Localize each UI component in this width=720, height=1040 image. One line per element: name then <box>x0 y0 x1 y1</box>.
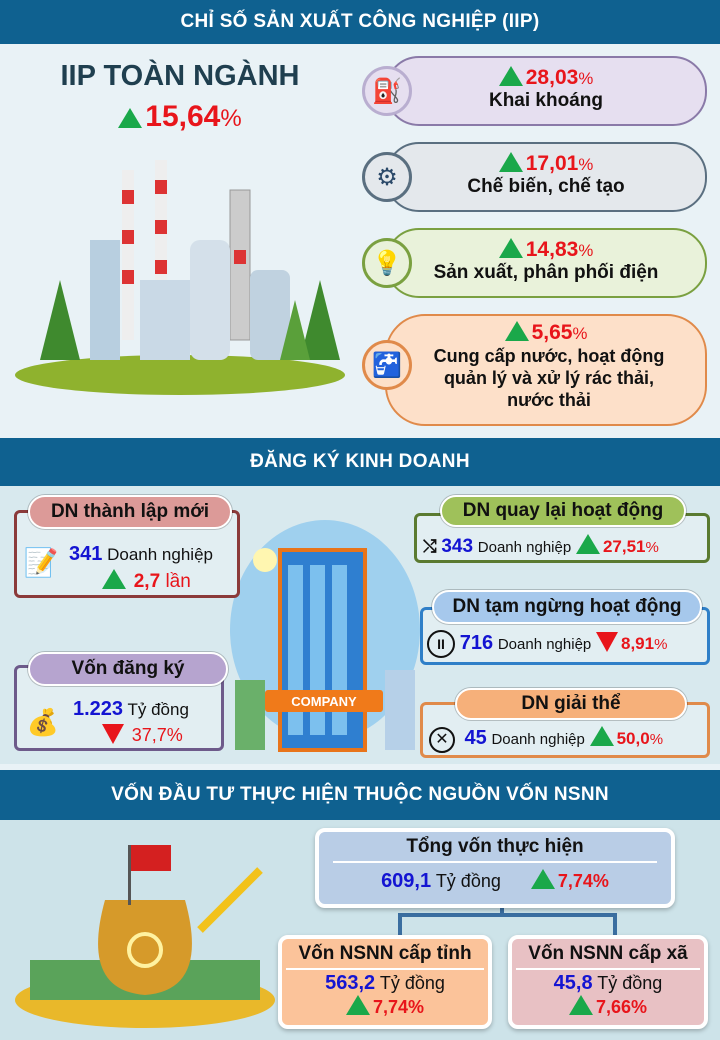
oil-pump-icon: ⛽ <box>362 66 412 116</box>
total-investment-card: Tổng vốn thực hiện 609,1 Tỷ đồng 7,74% <box>315 828 675 908</box>
province-investment-card: Vốn NSNN cấp tỉnh 563,2 Tỷ đồng 7,74% <box>278 935 492 1029</box>
suspended-business-title: DN tạm ngừng hoạt động <box>432 590 702 624</box>
iip-item-manufacturing: 17,01% Chế biến, chế tạo <box>385 142 707 212</box>
shuffle-icon: ⤭ <box>423 537 437 556</box>
factory-illustration <box>15 160 345 395</box>
investment-header: VỐN ĐẦU TƯ THỰC HIỆN THUỘC NGUỒN VỐN NSN… <box>0 770 720 820</box>
pause-icon: II <box>427 630 455 658</box>
iip-header: CHỈ SỐ SẢN XUẤT CÔNG NGHIỆP (IIP) <box>0 0 720 44</box>
wrench-gear-icon: ⚙ <box>362 152 412 202</box>
new-business-title: DN thành lập mới <box>28 495 232 529</box>
money-bag-illustration <box>15 845 275 1028</box>
coins-dollar-icon: 💰 <box>26 707 60 737</box>
iip-item-mining: 28,03% Khai khoáng <box>385 56 707 126</box>
water-tap-icon: 🚰 <box>362 340 412 390</box>
dissolved-business-title: DN giải thể <box>455 688 687 720</box>
up-arrow-icon <box>118 108 143 128</box>
company-building-illustration: COMPANY <box>230 520 420 752</box>
business-header: ĐĂNG KÝ KINH DOANH <box>0 438 720 486</box>
iip-item-electricity: 14,83% Sản xuất, phân phối điện <box>385 228 707 298</box>
x-circle-icon: ✕ <box>429 727 455 753</box>
iip-item-water: 5,65% Cung cấp nước, hoạt động quản lý v… <box>385 314 707 426</box>
registered-capital-title: Vốn đăng ký <box>28 652 228 686</box>
returned-business-title: DN quay lại hoạt động <box>440 495 686 527</box>
iip-total-label: IIP TOÀN NGÀNH <box>60 60 300 92</box>
svg-text:COMPANY: COMPANY <box>291 694 357 709</box>
checklist-icon: 📝 <box>23 547 59 578</box>
lightbulb-icon: 💡 <box>362 238 412 288</box>
iip-total-value: 15,64% <box>30 100 330 134</box>
commune-investment-card: Vốn NSNN cấp xã 45,8 Tỷ đồng 7,66% <box>508 935 708 1029</box>
